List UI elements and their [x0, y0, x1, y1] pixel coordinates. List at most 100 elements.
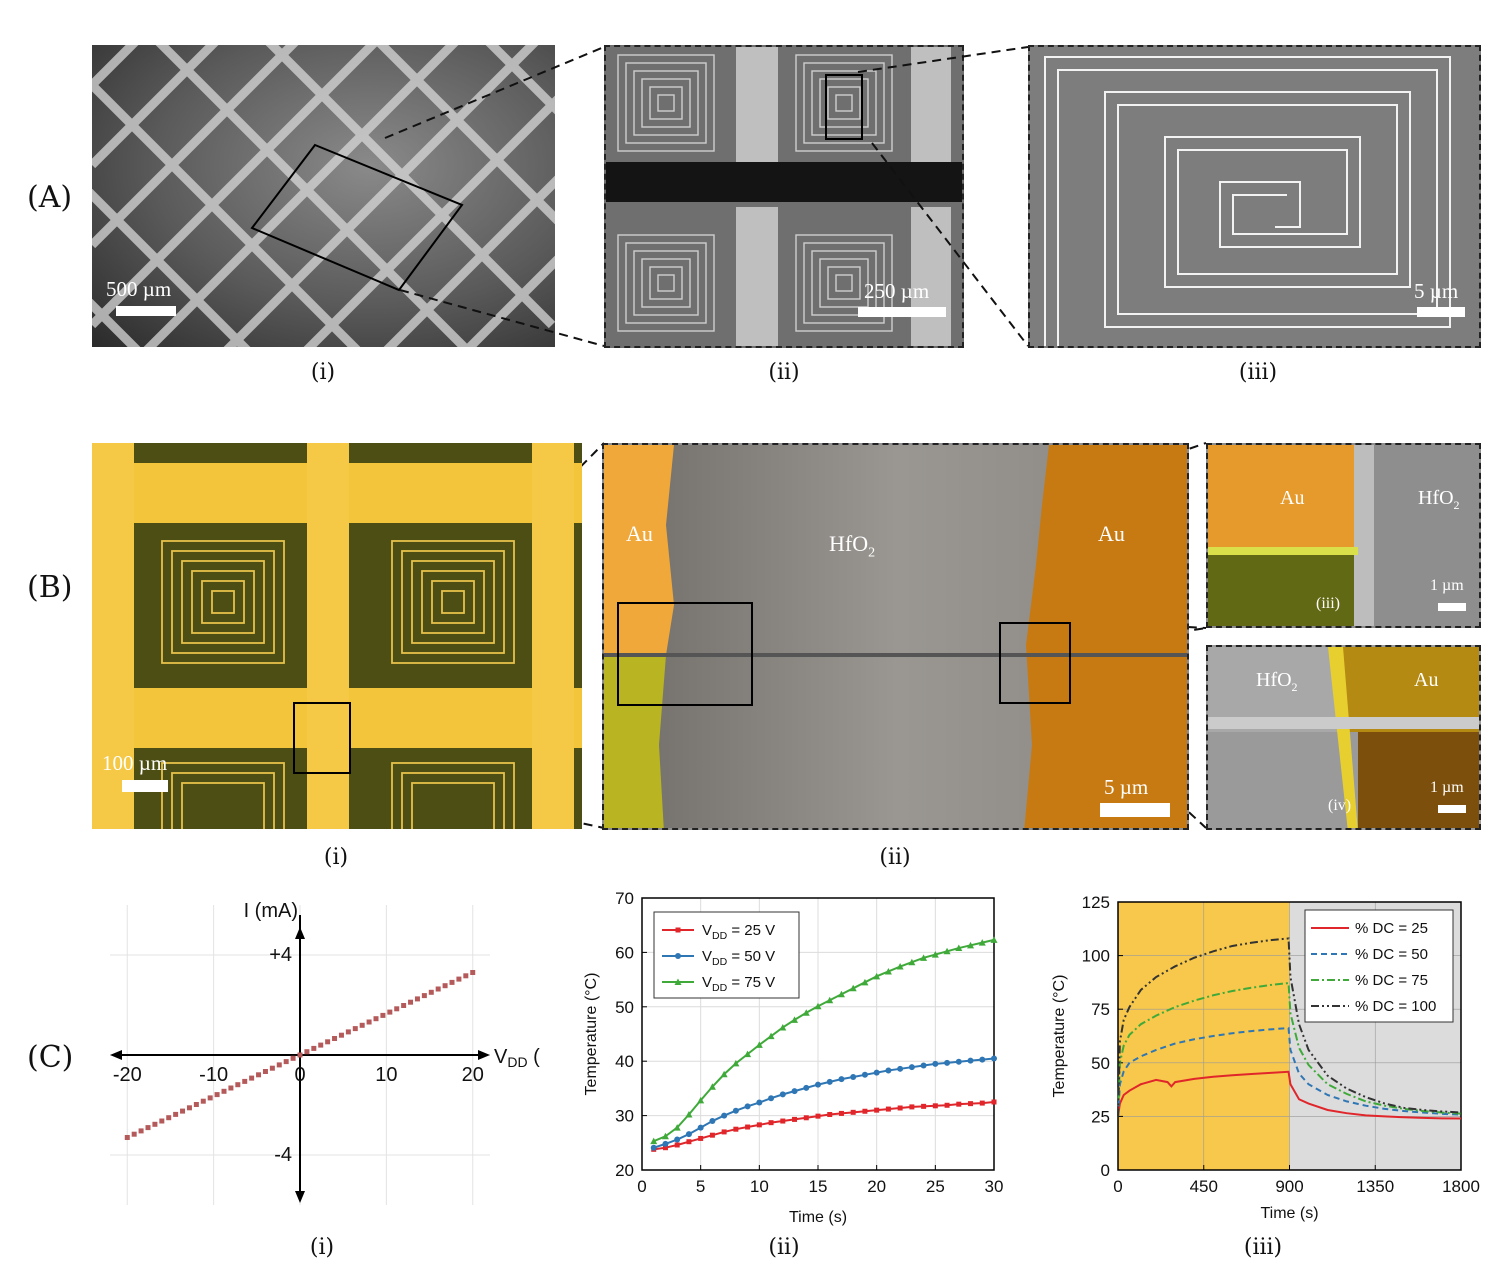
- data-point: [159, 1118, 165, 1124]
- x-axis-arrow: [478, 1050, 490, 1060]
- sub-label-b-i: (i): [323, 845, 349, 870]
- data-point: [228, 1085, 234, 1091]
- data-point: [193, 1102, 199, 1107]
- scale-label-a-ii: 250 µm: [864, 279, 930, 303]
- y-tick-label: 40: [615, 1052, 634, 1071]
- data-point: [745, 1124, 751, 1130]
- scale-bar-a-i: [116, 306, 176, 316]
- micrograph-a-i: 500 µm: [92, 45, 555, 347]
- x-tick-label: 450: [1190, 1177, 1218, 1196]
- data-point: [768, 1095, 775, 1102]
- scale-bar-b-i: [122, 780, 168, 792]
- data-point: [815, 1081, 821, 1088]
- data-point: [815, 1113, 821, 1119]
- x-tick-label: -10: [199, 1064, 228, 1086]
- sub-label-a-ii: (ii): [768, 360, 800, 385]
- x-axis-arrow-left: [110, 1050, 122, 1060]
- scale-label-b-iii: 1 µm: [1430, 577, 1464, 594]
- micrograph-b-iii: Au HfO2 (iii) 1 µm: [1206, 443, 1481, 628]
- data-point: [932, 1060, 939, 1067]
- data-point: [721, 1112, 728, 1119]
- scale-label-a-iii: 5 µm: [1414, 279, 1459, 303]
- y-axis-arrow: [295, 927, 305, 939]
- y-axis-arrow-bottom: [295, 1191, 305, 1203]
- data-point: [767, 1032, 775, 1040]
- label-hfo2: HfO2: [829, 531, 876, 561]
- x-tick-label: 15: [809, 1177, 828, 1196]
- data-point: [991, 1055, 997, 1062]
- sub-label-b-ii: (ii): [879, 845, 911, 870]
- data-point: [849, 984, 857, 992]
- data-point: [838, 1110, 844, 1116]
- data-point: [449, 979, 455, 985]
- data-point: [873, 972, 881, 980]
- x-tick-label: 1350: [1356, 1177, 1394, 1196]
- data-point: [861, 1071, 868, 1078]
- data-point: [897, 1065, 904, 1072]
- y-tick-label: 30: [615, 1107, 634, 1126]
- data-point: [674, 1142, 680, 1148]
- data-point: [931, 951, 939, 958]
- data-point: [152, 1121, 158, 1127]
- data-point: [456, 976, 462, 982]
- data-point: [921, 1103, 927, 1109]
- data-point: [744, 1050, 752, 1058]
- data-point: [124, 1135, 130, 1140]
- data-point: [332, 1036, 338, 1041]
- inset-iv-image: [1208, 647, 1479, 828]
- data-point: [944, 1102, 950, 1108]
- x-tick-label: -20: [113, 1064, 142, 1086]
- micrograph-a-ii: 250 µm: [604, 45, 964, 348]
- y-tick-label: 100: [1082, 947, 1110, 966]
- sub-label-a-i: (i): [310, 360, 336, 385]
- data-point: [943, 947, 951, 955]
- label-hfo2-iv: HfO2: [1256, 669, 1298, 694]
- data-point: [269, 1065, 275, 1071]
- micrograph-b-ii: Au HfO2 Au 5 µm: [602, 443, 1189, 830]
- data-point: [145, 1125, 151, 1131]
- legend-label: VDD = 75 V: [702, 974, 775, 994]
- scale-bar-a-ii: [858, 307, 946, 317]
- inset-label-iv: (iv): [1328, 797, 1352, 814]
- row-label-b: (B): [27, 570, 73, 605]
- data-point: [884, 967, 892, 975]
- label-hfo2-iii: HfO2: [1418, 487, 1460, 512]
- data-point: [470, 970, 476, 975]
- y-tick-label: 50: [1091, 1054, 1110, 1073]
- x-tick-label: 5: [696, 1177, 705, 1196]
- data-point: [297, 1052, 303, 1058]
- x-tick-label: 0: [294, 1064, 305, 1086]
- x-axis-label: Time (s): [1260, 1205, 1318, 1222]
- chart-temp-voltage: 0 5 10 15 20 25 30 20 30 40 50 60 70 Time (s) Temperat…: [583, 889, 1003, 1226]
- label-au-right: Au: [1098, 521, 1125, 546]
- spiral-closeup: [1044, 56, 1451, 346]
- data-point: [791, 1016, 799, 1023]
- data-point: [850, 1109, 856, 1115]
- sub-label-c-iii: (iii): [1243, 1235, 1283, 1260]
- data-point: [138, 1128, 144, 1134]
- data-point: [744, 1103, 751, 1110]
- legend-label: % DC = 25: [1355, 920, 1428, 937]
- x-tick-label: 900: [1275, 1177, 1303, 1196]
- data-point: [698, 1135, 704, 1141]
- data-point: [414, 996, 420, 1002]
- legend-label: % DC = 50: [1355, 946, 1428, 963]
- data-point: [944, 1059, 951, 1066]
- data-point: [256, 1072, 262, 1078]
- y-tick-label: 20: [615, 1161, 634, 1180]
- legend-label: VDD = 25 V: [702, 922, 775, 942]
- data-point: [732, 1107, 739, 1114]
- scale-bar-b-ii: [1100, 803, 1170, 817]
- data-point: [697, 1124, 704, 1131]
- data-point: [826, 1078, 833, 1085]
- scale-label-b-iv: 1 µm: [1430, 779, 1464, 796]
- data-point: [814, 1002, 822, 1010]
- y-tick-label: +4: [269, 944, 292, 966]
- legend-label: % DC = 75: [1355, 972, 1428, 989]
- x-axis-label: Time (s): [789, 1209, 847, 1226]
- data-point: [768, 1120, 774, 1126]
- data-point: [779, 1023, 787, 1031]
- data-point: [779, 1091, 786, 1098]
- data-point: [708, 1083, 716, 1090]
- data-point: [283, 1059, 289, 1065]
